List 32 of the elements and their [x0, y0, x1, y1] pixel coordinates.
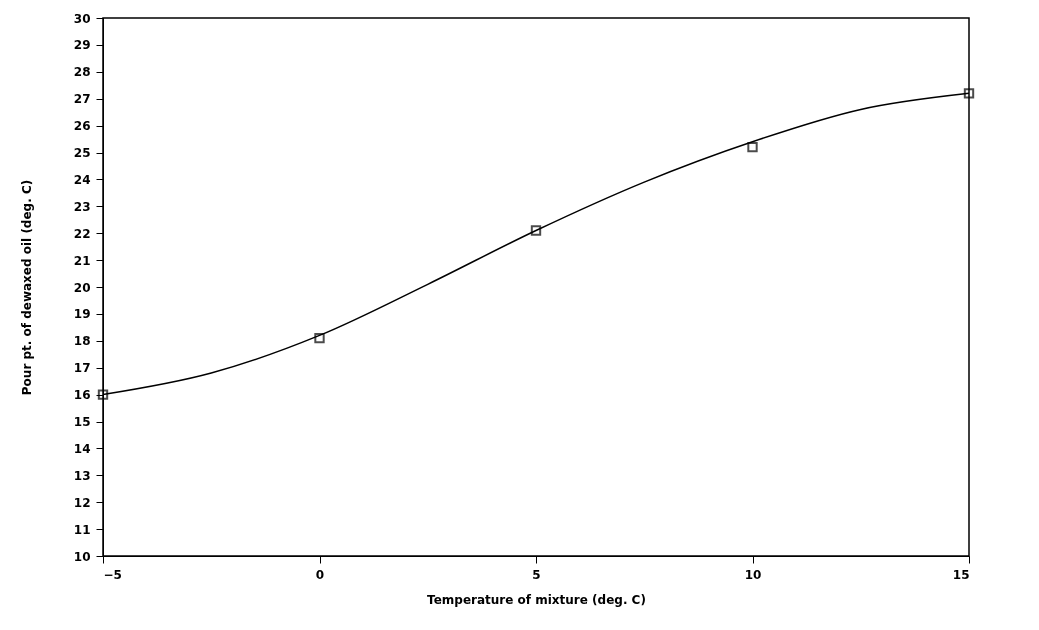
y-tick-label: 10 — [73, 549, 91, 564]
x-tick-label: 10 — [744, 567, 762, 582]
x-tick-label: 0 — [315, 567, 325, 582]
y-tick-label: 27 — [73, 92, 91, 107]
y-tick-label: 21 — [73, 253, 91, 268]
y-tick-label: 12 — [73, 495, 91, 510]
y-tick-label: 30 — [73, 11, 91, 26]
y-tick-label: 29 — [73, 38, 91, 53]
y-tick-label: 26 — [73, 119, 91, 134]
y-tick-label: 25 — [73, 146, 91, 160]
y-tick-label: 22 — [73, 226, 91, 241]
y-tick-label: 17 — [73, 361, 91, 376]
y-tick-label: 23 — [73, 199, 91, 214]
point — [314, 332, 325, 344]
y-tick-label: 11 — [73, 522, 91, 537]
point — [963, 88, 975, 99]
y-tick-label: 16 — [73, 388, 91, 403]
point — [747, 141, 758, 153]
x-tick-label: −5 — [103, 567, 122, 582]
y-tick-label: 20 — [73, 280, 91, 295]
y-tick-label: 24 — [73, 172, 91, 187]
x-tick-label: 5 — [532, 567, 541, 582]
y-tick-label: 15 — [73, 415, 91, 429]
y-tick-label: 28 — [73, 65, 91, 80]
y-tick-label: 13 — [73, 468, 91, 483]
y-tick-label: 19 — [73, 307, 91, 322]
point — [530, 225, 542, 236]
x-tick-label: 15 — [952, 567, 970, 582]
x-axis-title: Temperature of mixture (deg. C) — [427, 592, 646, 607]
y-axis-title: Pour pt. of dewaxed oil (deg. C) — [19, 179, 34, 396]
y-tick-label: 14 — [73, 441, 91, 456]
y-tick-label: 18 — [73, 334, 91, 349]
